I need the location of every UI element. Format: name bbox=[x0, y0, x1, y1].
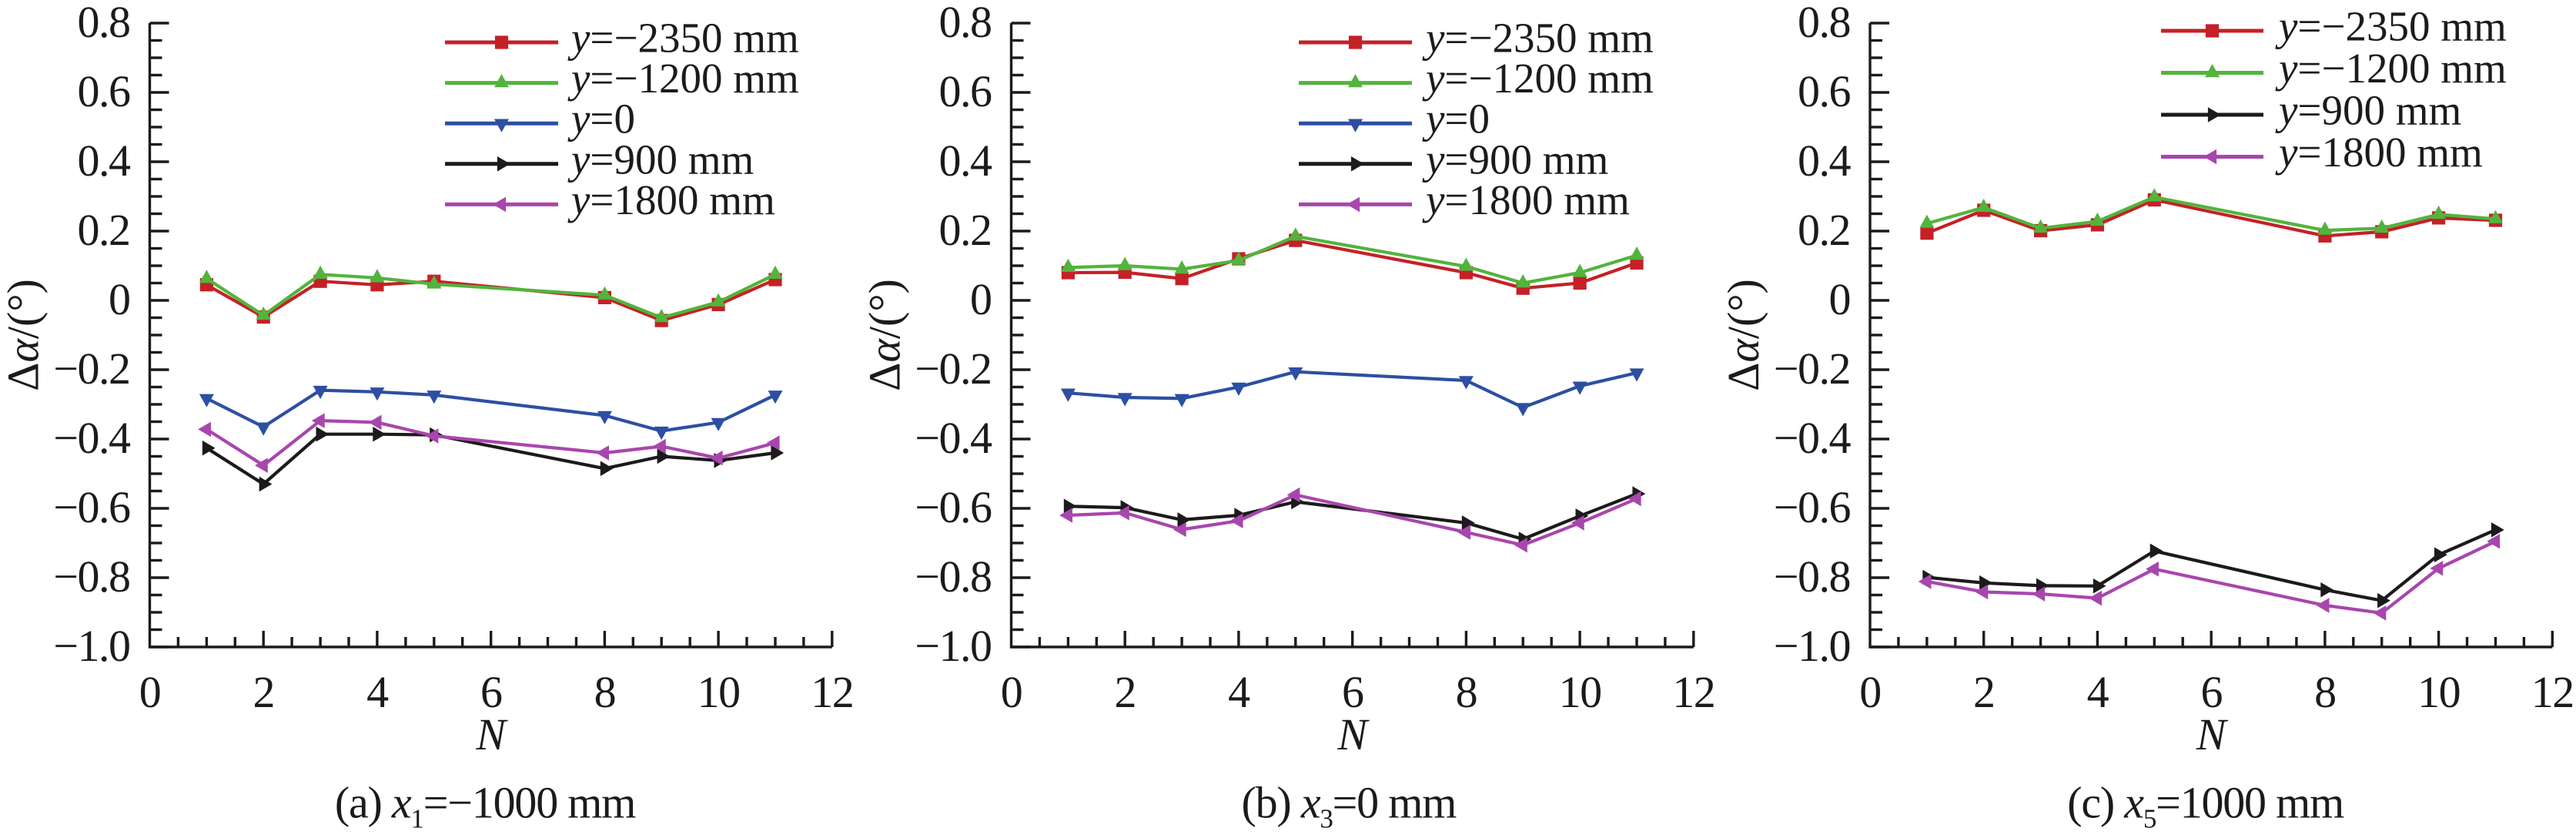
svg-text:0.4: 0.4 bbox=[1798, 136, 1852, 186]
svg-text:Δα/(°): Δα/(°) bbox=[1718, 279, 1768, 391]
svg-text:12: 12 bbox=[811, 667, 853, 717]
svg-text:y=0: y=0 bbox=[567, 96, 635, 142]
svg-text:4: 4 bbox=[366, 667, 389, 717]
svg-text:−1.0: −1.0 bbox=[1774, 621, 1850, 671]
svg-text:y=−2350 mm: y=−2350 mm bbox=[2275, 3, 2507, 50]
svg-text:−0.2: −0.2 bbox=[1774, 344, 1850, 394]
svg-text:y=900 mm: y=900 mm bbox=[1422, 136, 1608, 183]
svg-text:0: 0 bbox=[1859, 667, 1881, 717]
svg-text:y=−1200 mm: y=−1200 mm bbox=[2275, 45, 2507, 92]
svg-text:−0.2: −0.2 bbox=[915, 344, 991, 394]
svg-text:0.2: 0.2 bbox=[1798, 205, 1850, 255]
svg-text:N: N bbox=[2196, 709, 2229, 759]
svg-text:0.8: 0.8 bbox=[939, 0, 992, 47]
svg-text:y=1800 mm: y=1800 mm bbox=[1422, 176, 1630, 223]
svg-text:−0.4: −0.4 bbox=[53, 413, 131, 463]
svg-text:y=−2350 mm: y=−2350 mm bbox=[1422, 15, 1654, 62]
svg-text:0.6: 0.6 bbox=[78, 66, 131, 116]
svg-text:−0.2: −0.2 bbox=[53, 344, 129, 394]
svg-text:0: 0 bbox=[139, 667, 161, 717]
svg-text:y=900 mm: y=900 mm bbox=[2275, 87, 2461, 134]
svg-text:10: 10 bbox=[2417, 667, 2460, 717]
svg-text:6: 6 bbox=[480, 667, 502, 717]
svg-text:−1.0: −1.0 bbox=[915, 621, 991, 671]
svg-text:0.8: 0.8 bbox=[1798, 0, 1850, 47]
svg-text:−0.8: −0.8 bbox=[915, 551, 991, 602]
svg-text:0.6: 0.6 bbox=[939, 66, 992, 116]
svg-text:−0.8: −0.8 bbox=[1774, 551, 1850, 602]
svg-text:10: 10 bbox=[698, 667, 740, 717]
svg-text:N: N bbox=[1337, 709, 1370, 759]
svg-text:(b) x3=0 mm: (b) x3=0 mm bbox=[1241, 778, 1457, 834]
svg-text:Δα/(°): Δα/(°) bbox=[860, 279, 910, 391]
svg-text:12: 12 bbox=[1672, 667, 1715, 717]
svg-text:2: 2 bbox=[1114, 667, 1136, 717]
svg-text:y=1800 mm: y=1800 mm bbox=[567, 176, 775, 223]
svg-text:−0.6: −0.6 bbox=[53, 482, 130, 532]
svg-text:12: 12 bbox=[2531, 667, 2574, 717]
svg-text:y=−1200 mm: y=−1200 mm bbox=[567, 55, 799, 102]
svg-text:0.2: 0.2 bbox=[939, 205, 992, 255]
svg-text:−0.6: −0.6 bbox=[1774, 482, 1851, 532]
svg-text:0: 0 bbox=[970, 274, 992, 324]
svg-text:−0.4: −0.4 bbox=[915, 413, 992, 463]
svg-text:6: 6 bbox=[2200, 667, 2222, 717]
svg-text:0.6: 0.6 bbox=[1798, 66, 1851, 116]
svg-text:−0.4: −0.4 bbox=[1774, 413, 1852, 463]
svg-text:y=0: y=0 bbox=[1422, 96, 1490, 142]
svg-text:2: 2 bbox=[253, 667, 274, 717]
svg-text:4: 4 bbox=[1228, 667, 1250, 717]
svg-text:y=1800 mm: y=1800 mm bbox=[2275, 129, 2483, 176]
svg-text:0.8: 0.8 bbox=[78, 0, 130, 47]
svg-text:0.2: 0.2 bbox=[78, 205, 130, 255]
svg-text:0.4: 0.4 bbox=[78, 136, 132, 186]
svg-text:8: 8 bbox=[2314, 667, 2336, 717]
svg-text:6: 6 bbox=[1342, 667, 1363, 717]
svg-text:(c) x5=1000 mm: (c) x5=1000 mm bbox=[2067, 778, 2344, 834]
svg-text:0: 0 bbox=[1001, 667, 1022, 717]
svg-text:8: 8 bbox=[594, 667, 616, 717]
svg-text:4: 4 bbox=[2087, 667, 2109, 717]
svg-text:N: N bbox=[475, 709, 508, 759]
svg-text:10: 10 bbox=[1559, 667, 1601, 717]
svg-text:y=900 mm: y=900 mm bbox=[567, 136, 754, 183]
svg-text:0: 0 bbox=[1829, 274, 1851, 324]
svg-text:2: 2 bbox=[1973, 667, 1995, 717]
svg-text:y=−2350 mm: y=−2350 mm bbox=[567, 15, 799, 62]
svg-text:−1.0: −1.0 bbox=[53, 621, 129, 671]
svg-text:−0.6: −0.6 bbox=[915, 482, 992, 532]
svg-text:y=−1200 mm: y=−1200 mm bbox=[1422, 55, 1654, 102]
svg-text:−0.8: −0.8 bbox=[53, 551, 129, 602]
svg-text:Δα/(°): Δα/(°) bbox=[0, 279, 49, 391]
svg-text:8: 8 bbox=[1456, 667, 1477, 717]
svg-text:0: 0 bbox=[109, 274, 130, 324]
svg-text:0.4: 0.4 bbox=[939, 136, 993, 186]
svg-text:(a) x1=−1000 mm: (a) x1=−1000 mm bbox=[335, 778, 636, 834]
